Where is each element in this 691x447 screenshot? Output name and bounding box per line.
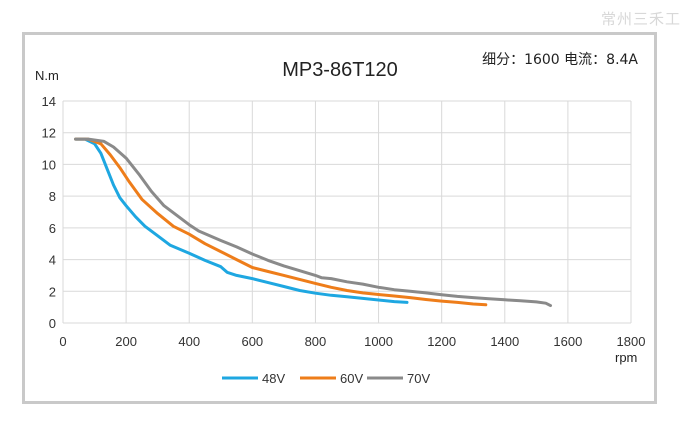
legend-label-70V: 70V <box>407 371 430 386</box>
series-lines <box>74 137 552 308</box>
x-tick-label: 1000 <box>364 334 393 349</box>
series-line-60V <box>74 137 488 307</box>
x-tick-label: 1400 <box>490 334 519 349</box>
y-tick-label: 2 <box>49 284 56 299</box>
x-tick-label: 1800 <box>617 334 646 349</box>
chart-frame <box>22 32 657 404</box>
legend-label-60V: 60V <box>340 371 363 386</box>
chart-subtitle: 细分：1600 电流：8.4A <box>482 52 638 68</box>
axis-labels: 0 2 4 6 8 10 12 14 0 200 400 600 800 1000 1200 1400 1600… <box>42 94 646 349</box>
grid-lines <box>62 100 632 324</box>
y-tick-label: 10 <box>42 157 56 172</box>
x-tick-label: 400 <box>178 334 200 349</box>
x-tick-label: 800 <box>305 334 327 349</box>
y-tick-label: 8 <box>49 189 56 204</box>
x-tick-label: 0 <box>59 334 66 349</box>
y-tick-label: 0 <box>49 316 56 331</box>
legend-label-48V: 48V <box>262 371 285 386</box>
x-axis-unit: rpm <box>615 350 637 365</box>
y-axis-unit: N.m <box>35 68 59 83</box>
y-tick-label: 6 <box>49 221 56 236</box>
y-tick-label: 12 <box>42 126 56 141</box>
chart-title: MP3-86T120 <box>282 59 398 81</box>
watermark-text: 常州三禾工 <box>600 10 681 28</box>
y-tick-label: 14 <box>42 94 56 109</box>
legend: 48V 60V 70V <box>222 371 430 386</box>
x-tick-label: 1600 <box>553 334 582 349</box>
x-tick-label: 1200 <box>427 334 456 349</box>
series-line-70V <box>74 137 552 308</box>
series-line-48V <box>74 137 409 304</box>
y-tick-label: 4 <box>49 253 56 268</box>
x-tick-label: 200 <box>115 334 137 349</box>
x-tick-label: 600 <box>241 334 263 349</box>
